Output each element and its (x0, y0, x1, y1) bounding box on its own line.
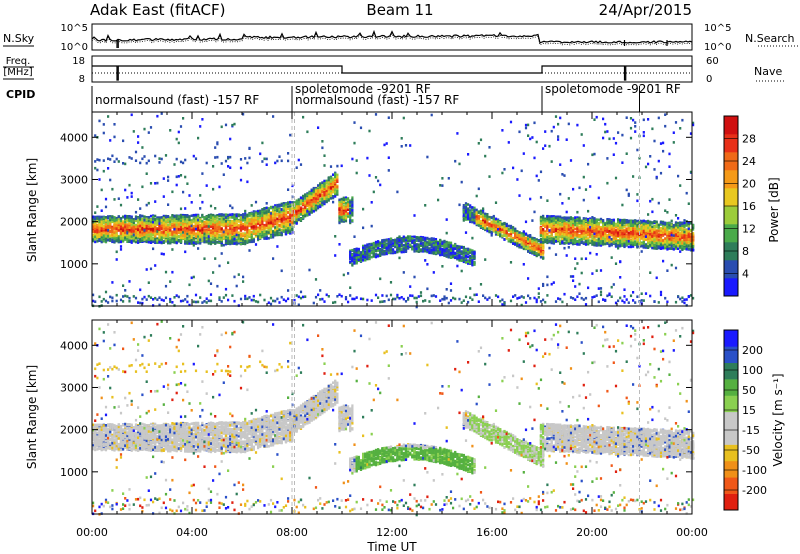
colorbar-swatch (724, 477, 738, 494)
colorbar-tick-label: 15 (742, 404, 756, 417)
colorbar-tick-label: 28 (742, 133, 756, 146)
x-tick-label: 08:00 (276, 526, 308, 539)
power-ylabel: Slant Range [km] (25, 158, 39, 262)
nave-label: Nave (754, 65, 782, 78)
velocity-data (92, 320, 695, 517)
time-axis-ticks: 00:00 04:00 08:00 12:00 16:00 20:00 00:00 (76, 526, 708, 539)
velocity-ylabel: Slant Range [km] (25, 365, 39, 469)
colorbar-tick-label: 24 (742, 155, 756, 168)
velocity-panel: 1000 2000 3000 4000 Slant Range [km] -200 -1… (25, 319, 785, 517)
noise-strip: N.Sky 10^5 10^0 10^5 10^0 N.Search (3, 23, 798, 53)
y-tick-label: 4000 (60, 131, 88, 144)
noise-sky-line (91, 29, 693, 44)
nave-tick-hi: 60 (706, 56, 719, 67)
colorbar-swatch (724, 278, 738, 297)
colorbar-swatch (724, 362, 738, 380)
cpid-segment-label: normalsound (fast) -157 RF (295, 93, 459, 107)
y-tick-label: 1000 (60, 258, 88, 271)
freq-tick-lo: 8 (79, 74, 85, 85)
x-tick-label: 00:00 (676, 526, 708, 539)
colorbar-tick-label: 4 (742, 268, 749, 281)
colorbar-tick-label: 100 (742, 364, 763, 377)
cpid-segment-label: spoletomode -9201 RF (295, 82, 431, 96)
colorbar-tick-label: 50 (742, 384, 756, 397)
y-tick-label: 3000 (60, 173, 88, 186)
power-panel: 1000 2000 3000 4000 Slant Range [km] 4 8 12 16… (25, 111, 781, 309)
velocity-colorbar-label: Velocity [m s⁻¹] (771, 373, 785, 466)
colorbar-tick-label: 16 (742, 200, 756, 213)
cpid-label: CPID (6, 88, 35, 101)
y-tick-label: 3000 (60, 381, 88, 394)
velocity-colorbar: -200 -100 -50 -15 15 50 100 200 (723, 329, 767, 511)
velocity-axes: 1000 2000 3000 4000 (60, 320, 693, 514)
colorbar-swatch (724, 330, 738, 347)
y-tick-label: 2000 (60, 216, 88, 229)
power-colorbar: 4 8 12 16 20 24 28 (723, 115, 756, 297)
colorbar-tick-label: 12 (742, 223, 756, 236)
colorbar-tick-label: -100 (742, 464, 767, 477)
colorbar-swatch (724, 493, 738, 511)
freq-label-line1: Freq. (6, 56, 31, 67)
x-tick-label: 04:00 (176, 526, 208, 539)
x-tick-label: 20:00 (576, 526, 608, 539)
noise-tick-hi-right: 10^5 (704, 23, 731, 34)
colorbar-swatch (724, 206, 738, 225)
beam-title: Beam 11 (366, 1, 433, 19)
y-tick-label: 1000 (60, 466, 88, 479)
x-tick-label: 00:00 (76, 526, 108, 539)
colorbar-tick-label: -50 (742, 444, 760, 457)
colorbar-swatch (724, 224, 738, 243)
x-tick-label: 12:00 (376, 526, 408, 539)
cpid-segment-label: spoletomode -9201 RF (545, 82, 681, 96)
colorbar-swatch (724, 395, 738, 413)
colorbar-swatch (724, 444, 738, 462)
colorbar-swatch (724, 379, 738, 396)
colorbar-swatch (724, 170, 738, 189)
colorbar-swatch (724, 116, 738, 135)
date-title: 24/Apr/2015 (599, 1, 692, 19)
cpid-strip: CPID normalsound (fast) -157 RFspoletomo… (6, 82, 681, 112)
colorbar-swatch (724, 260, 738, 279)
noise-tick-lo-right: 10^0 (704, 42, 731, 53)
colorbar-tick-label: 200 (742, 344, 763, 357)
colorbar-swatch (724, 460, 738, 478)
frequency-strip: Freq. [MHz] 18 8 60 0 Nave (3, 55, 784, 85)
colorbar-tick-label: 8 (742, 245, 749, 258)
noise-tick-lo-left: 10^0 (61, 42, 88, 53)
time-axis-label: Time UT (366, 540, 417, 554)
colorbar-swatch (724, 346, 738, 364)
colorbar-swatch (724, 188, 738, 207)
nsky-label: N.Sky (3, 32, 35, 45)
cpid-segment-label: normalsound (fast) -157 RF (95, 93, 259, 107)
colorbar-tick-label: -15 (742, 424, 760, 437)
y-tick-label: 2000 (60, 424, 88, 437)
colorbar-swatch (724, 134, 738, 153)
frequency-line (92, 65, 692, 81)
noise-tick-hi-left: 10^5 (61, 23, 88, 34)
colorbar-swatch (724, 411, 738, 429)
colorbar-swatch (724, 428, 738, 445)
freq-tick-hi: 18 (72, 56, 85, 67)
power-axes: 1000 2000 3000 4000 (60, 112, 693, 306)
power-data (92, 112, 695, 309)
freq-label-line2: [MHz] (3, 67, 32, 78)
y-tick-label: 4000 (60, 339, 88, 352)
colorbar-tick-label: -200 (742, 484, 767, 497)
nave-tick-lo: 0 (706, 74, 712, 85)
station-title: Adak East (fitACF) (90, 1, 225, 19)
x-tick-label: 16:00 (476, 526, 508, 539)
nsearch-label: N.Search (745, 32, 795, 45)
colorbar-tick-label: 20 (742, 178, 756, 191)
power-colorbar-label: Power [dB] (767, 177, 781, 242)
